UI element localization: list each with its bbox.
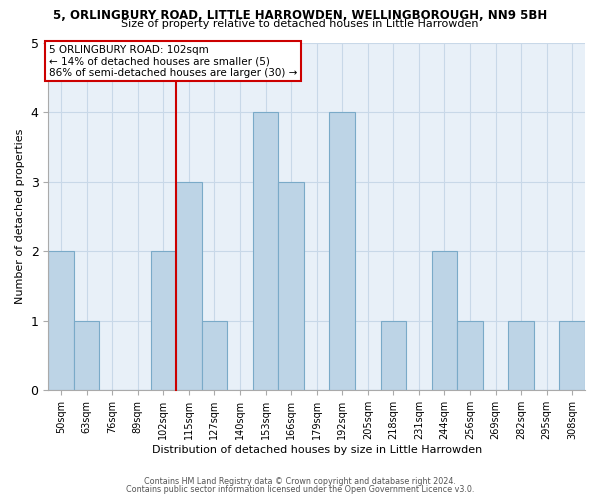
Bar — [559, 321, 585, 390]
Bar — [380, 321, 406, 390]
Text: 5 ORLINGBURY ROAD: 102sqm
← 14% of detached houses are smaller (5)
86% of semi-d: 5 ORLINGBURY ROAD: 102sqm ← 14% of detac… — [49, 44, 297, 78]
Bar — [457, 321, 483, 390]
Bar — [508, 321, 534, 390]
Bar — [74, 321, 100, 390]
Bar — [329, 112, 355, 390]
Bar — [202, 321, 227, 390]
Bar — [278, 182, 304, 390]
Text: 5, ORLINGBURY ROAD, LITTLE HARROWDEN, WELLINGBOROUGH, NN9 5BH: 5, ORLINGBURY ROAD, LITTLE HARROWDEN, WE… — [53, 9, 547, 22]
Bar — [48, 251, 74, 390]
Bar — [176, 182, 202, 390]
Bar — [253, 112, 278, 390]
Text: Size of property relative to detached houses in Little Harrowden: Size of property relative to detached ho… — [121, 19, 479, 29]
Text: Contains public sector information licensed under the Open Government Licence v3: Contains public sector information licen… — [126, 485, 474, 494]
Text: Contains HM Land Registry data © Crown copyright and database right 2024.: Contains HM Land Registry data © Crown c… — [144, 477, 456, 486]
Bar — [431, 251, 457, 390]
Y-axis label: Number of detached properties: Number of detached properties — [15, 128, 25, 304]
Bar — [151, 251, 176, 390]
X-axis label: Distribution of detached houses by size in Little Harrowden: Distribution of detached houses by size … — [152, 445, 482, 455]
